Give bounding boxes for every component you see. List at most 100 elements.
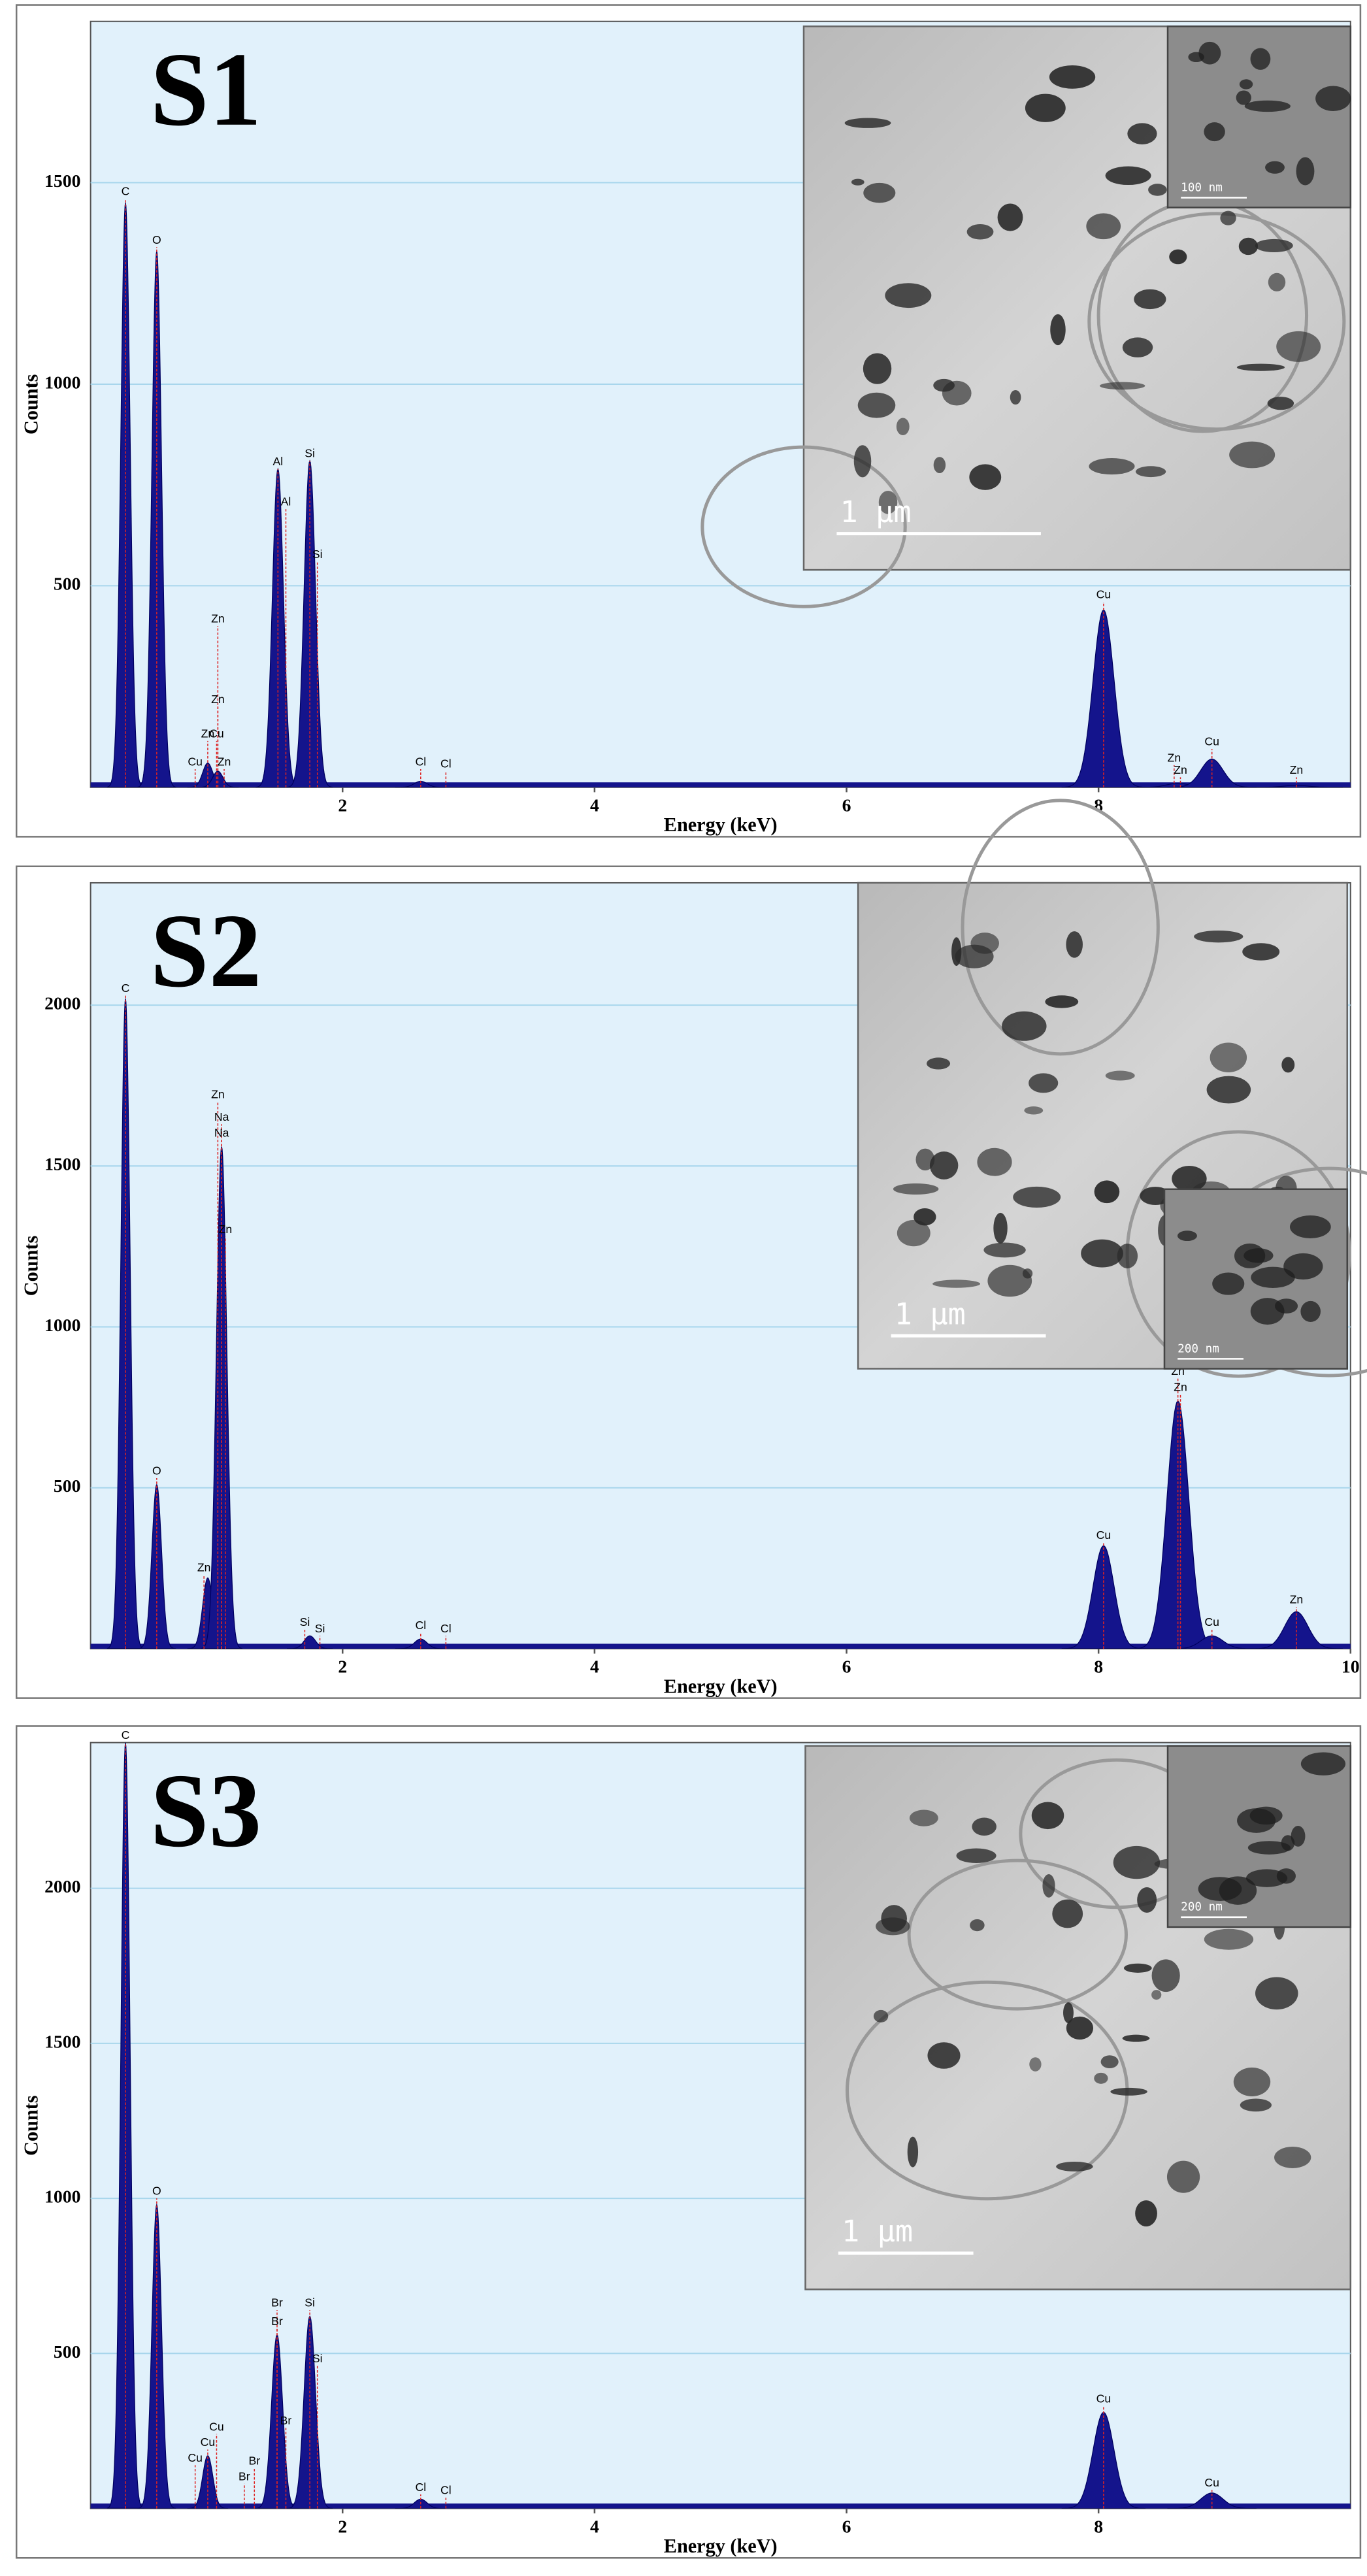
zoom-particle bbox=[1204, 122, 1225, 142]
zoom-particle bbox=[1283, 1253, 1323, 1280]
y-tick-label: 1500 bbox=[44, 2031, 80, 2051]
peak-label: Cu bbox=[188, 2451, 203, 2464]
particle bbox=[955, 944, 994, 968]
peak-label: Cu bbox=[201, 2436, 216, 2449]
particle bbox=[1140, 1187, 1171, 1206]
peak-label: C bbox=[122, 185, 130, 198]
x-tick-label: 6 bbox=[842, 795, 851, 815]
peak-label: C bbox=[122, 1728, 130, 1742]
chart-title: S3 bbox=[150, 1752, 261, 1869]
zoom-particle bbox=[1246, 1869, 1288, 1887]
particle bbox=[1148, 184, 1167, 196]
particle bbox=[966, 224, 994, 240]
particle bbox=[1229, 441, 1276, 469]
peak-label: Si bbox=[312, 2352, 323, 2365]
x-tick-label: 6 bbox=[842, 1657, 851, 1677]
grid-hole bbox=[700, 445, 907, 608]
x-axis-label: Energy (keV) bbox=[664, 2535, 778, 2557]
y-tick-label: 2000 bbox=[44, 1876, 80, 1896]
baseline bbox=[90, 2503, 1351, 2509]
x-tick-label: 8 bbox=[1094, 1657, 1103, 1677]
peaks bbox=[107, 1742, 1257, 2509]
particle bbox=[1050, 314, 1066, 346]
zoom-particle bbox=[1236, 90, 1251, 105]
particle bbox=[1166, 2160, 1200, 2193]
baseline bbox=[90, 1643, 1351, 1649]
y-axis-label: Counts bbox=[20, 374, 42, 435]
particle bbox=[1238, 237, 1259, 256]
particle bbox=[1268, 272, 1286, 291]
zoom-particle bbox=[1315, 86, 1351, 112]
scale-label: 1 μm bbox=[895, 1296, 966, 1331]
zoom-particle bbox=[1239, 79, 1253, 90]
peak bbox=[287, 1635, 333, 1649]
x-axis-label: Energy (keV) bbox=[664, 814, 778, 836]
x-tick-label: 4 bbox=[590, 2516, 599, 2536]
zoom-particle bbox=[1291, 1826, 1306, 1847]
x-tick-label: 2 bbox=[338, 2516, 347, 2536]
zoom-scale-label: 200 nm bbox=[1181, 1901, 1223, 1914]
particle bbox=[1123, 1963, 1152, 1973]
particle bbox=[1066, 2016, 1094, 2040]
particle bbox=[1151, 1959, 1180, 1992]
peak-label: Si bbox=[305, 2296, 315, 2309]
particle bbox=[1094, 1180, 1120, 1204]
peak bbox=[137, 1483, 176, 1649]
peak-label: Si bbox=[315, 1622, 325, 1635]
zoom-particle bbox=[1243, 1248, 1274, 1263]
particle bbox=[1081, 1239, 1123, 1268]
peak-label: O bbox=[152, 233, 161, 246]
zoom-scale-label: 100 nm bbox=[1181, 181, 1223, 194]
peak-label: Cu bbox=[1204, 1615, 1219, 1628]
particle bbox=[993, 1212, 1008, 1244]
particle bbox=[983, 1242, 1026, 1258]
particle bbox=[1105, 1070, 1135, 1081]
zoom-particle bbox=[1265, 161, 1285, 174]
zoom-particle bbox=[1251, 1266, 1295, 1288]
zoom-particle bbox=[1300, 1752, 1346, 1775]
particle bbox=[956, 1848, 996, 1864]
x-tick-label: 6 bbox=[842, 2516, 851, 2536]
y-tick-label: 500 bbox=[54, 574, 81, 594]
peak-label: Cu bbox=[209, 2420, 224, 2433]
x-tick-label: 8 bbox=[1094, 2516, 1103, 2536]
chart-title: S2 bbox=[150, 892, 261, 1009]
y-tick-label: 500 bbox=[54, 1476, 81, 1496]
particle bbox=[863, 182, 896, 203]
particle bbox=[1099, 382, 1145, 390]
peak-label: Cu bbox=[1204, 735, 1219, 748]
particle bbox=[1122, 337, 1153, 357]
particle bbox=[927, 2042, 961, 2069]
chart-title: S1 bbox=[150, 31, 261, 148]
particle bbox=[1025, 93, 1066, 122]
peak-label: Zn bbox=[1174, 763, 1187, 776]
peak-label: Zn bbox=[219, 1223, 233, 1236]
peak-label: Zn bbox=[1290, 763, 1304, 776]
particle bbox=[857, 392, 896, 418]
tem-zoom bbox=[1166, 1745, 1352, 1928]
chart-panel: 500 1000 1500 2000 2 4 6 8 10 Energy (keV) Counts C… bbox=[15, 799, 1367, 1699]
peaks bbox=[107, 199, 1343, 787]
particle bbox=[1002, 1011, 1047, 1041]
zoom-particle bbox=[1212, 1272, 1245, 1295]
particle bbox=[1094, 2072, 1108, 2084]
scale-label: 1 μm bbox=[842, 2214, 913, 2249]
peak-label: Br bbox=[239, 2469, 250, 2483]
particle bbox=[987, 1264, 1032, 1297]
peak-label: Zn bbox=[1290, 1593, 1304, 1606]
y-tick-label: 1500 bbox=[44, 171, 80, 191]
particle bbox=[873, 2009, 889, 2023]
peak bbox=[137, 2203, 176, 2509]
particle bbox=[909, 1809, 938, 1826]
peak-label: Br bbox=[248, 2454, 260, 2468]
particle bbox=[893, 1183, 939, 1195]
zoom-particle bbox=[1244, 100, 1291, 112]
particle bbox=[1029, 2057, 1042, 2072]
peak-label: Zn bbox=[211, 1087, 225, 1100]
y-tick-label: 1000 bbox=[44, 2187, 80, 2207]
particle bbox=[1056, 2161, 1093, 2171]
peak-label: Cu bbox=[1096, 2392, 1112, 2405]
particle bbox=[972, 1817, 996, 1836]
